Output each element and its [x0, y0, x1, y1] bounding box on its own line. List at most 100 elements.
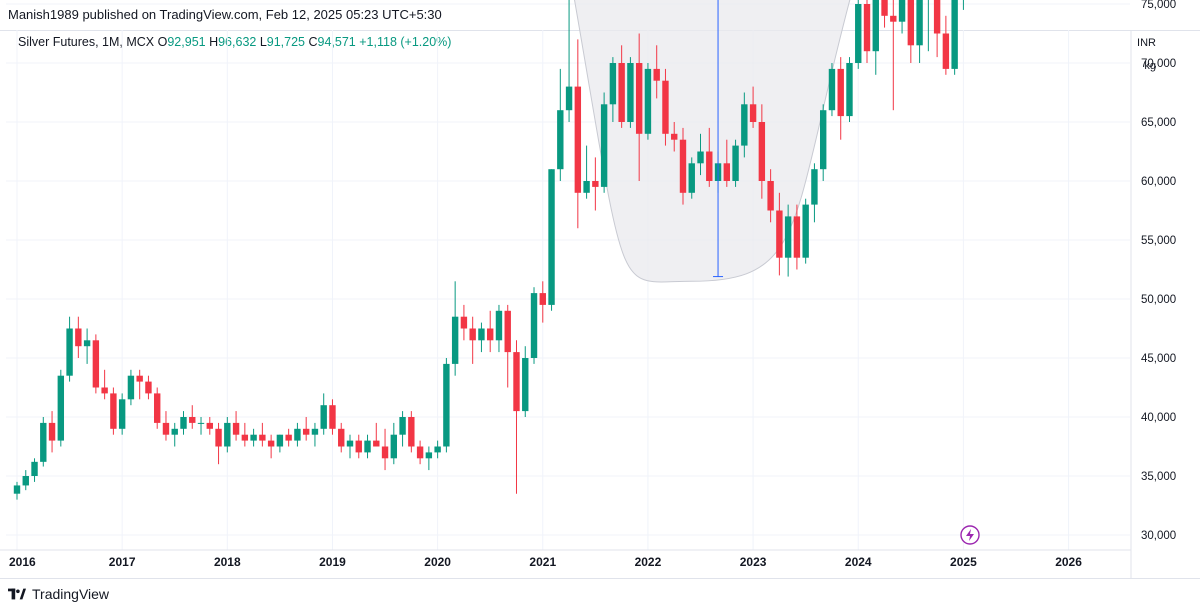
candle[interactable]: [145, 375, 152, 400]
candle[interactable]: [793, 204, 801, 270]
candle[interactable]: [933, 0, 941, 58]
candle[interactable]: [837, 57, 844, 140]
candle[interactable]: [180, 411, 187, 435]
candle[interactable]: [855, 0, 862, 69]
lightning-icon[interactable]: [960, 525, 980, 545]
candle[interactable]: [31, 458, 38, 482]
candle[interactable]: [478, 322, 485, 353]
candle[interactable]: [522, 346, 529, 417]
candle[interactable]: [530, 287, 538, 364]
candle[interactable]: [706, 127, 713, 187]
candle[interactable]: [609, 57, 617, 122]
candle[interactable]: [162, 411, 170, 441]
candle[interactable]: [898, 0, 906, 34]
candle[interactable]: [548, 169, 555, 311]
candle[interactable]: [197, 417, 205, 435]
candle[interactable]: [618, 45, 625, 128]
candle[interactable]: [557, 68, 564, 181]
candle[interactable]: [732, 139, 739, 187]
candle[interactable]: [399, 411, 406, 447]
candle[interactable]: [495, 304, 503, 353]
candle[interactable]: [574, 39, 582, 229]
candlestick-chart[interactable]: 26,234 (50.59%) 26,23426,234 (33.65%) 26…: [0, 0, 1200, 578]
candle[interactable]: [285, 428, 292, 447]
candle[interactable]: [583, 145, 590, 199]
candle[interactable]: [364, 434, 371, 459]
candle[interactable]: [802, 198, 809, 264]
candle[interactable]: [653, 45, 660, 99]
candle[interactable]: [942, 15, 950, 75]
candle[interactable]: [75, 316, 82, 358]
candle[interactable]: [224, 417, 231, 453]
candle[interactable]: [907, 0, 915, 63]
candle[interactable]: [136, 369, 143, 400]
candle[interactable]: [390, 422, 398, 465]
candle[interactable]: [267, 434, 275, 459]
candle[interactable]: [92, 334, 100, 394]
candle[interactable]: [916, 0, 923, 63]
candle[interactable]: [539, 281, 546, 323]
candle[interactable]: [749, 86, 757, 128]
candle[interactable]: [294, 422, 301, 447]
candle[interactable]: [469, 316, 476, 364]
candle[interactable]: [48, 411, 56, 453]
candle[interactable]: [513, 340, 520, 494]
candle[interactable]: [784, 204, 792, 277]
candle[interactable]: [960, 0, 966, 10]
candle[interactable]: [697, 133, 704, 176]
candle[interactable]: [776, 192, 783, 276]
candle[interactable]: [189, 405, 196, 429]
candle[interactable]: [232, 411, 240, 441]
candle[interactable]: [679, 127, 687, 205]
candle[interactable]: [671, 122, 678, 152]
tradingview-logo[interactable]: TradingView: [8, 586, 109, 602]
candle[interactable]: [811, 163, 818, 223]
candle[interactable]: [416, 440, 424, 465]
candle[interactable]: [688, 157, 695, 199]
candle[interactable]: [951, 0, 958, 75]
candle[interactable]: [302, 417, 310, 441]
candle[interactable]: [127, 369, 135, 406]
candle[interactable]: [154, 387, 161, 429]
candle[interactable]: [381, 428, 389, 471]
candle[interactable]: [13, 481, 21, 500]
candle[interactable]: [846, 57, 853, 122]
price-axis[interactable]: 30,000 35,000 40,000 45,000 50,000 55,000 60,0…: [1130, 0, 1185, 578]
candle[interactable]: [57, 369, 65, 447]
candle[interactable]: [504, 304, 511, 388]
candle[interactable]: [206, 417, 213, 435]
candle[interactable]: [22, 470, 29, 491]
candle[interactable]: [758, 104, 766, 199]
candle[interactable]: [662, 68, 669, 146]
candle[interactable]: [872, 0, 879, 75]
candle[interactable]: [171, 422, 178, 447]
candle[interactable]: [819, 104, 827, 181]
candle[interactable]: [487, 310, 494, 353]
candle[interactable]: [346, 434, 354, 459]
candle[interactable]: [925, 0, 931, 52]
candle[interactable]: [276, 434, 284, 453]
candle[interactable]: [890, 0, 897, 111]
candle[interactable]: [241, 422, 249, 447]
candle[interactable]: [110, 387, 117, 435]
candle[interactable]: [425, 446, 433, 471]
candle[interactable]: [741, 92, 748, 158]
candle[interactable]: [259, 422, 266, 447]
candle[interactable]: [250, 428, 257, 447]
candle[interactable]: [723, 139, 731, 187]
candle[interactable]: [565, 0, 573, 122]
candle[interactable]: [83, 328, 91, 364]
candle[interactable]: [460, 304, 468, 341]
time-axis[interactable]: 2016 2017 2018 2019 2020 2021 2022 2023 2024 2025…: [0, 549, 1131, 569]
candle[interactable]: [373, 422, 380, 447]
candle[interactable]: [443, 358, 450, 453]
candle[interactable]: [215, 422, 222, 465]
candle[interactable]: [828, 63, 836, 117]
candle[interactable]: [600, 92, 608, 193]
candle[interactable]: [592, 157, 599, 211]
candle[interactable]: [627, 57, 634, 128]
candle[interactable]: [118, 393, 126, 435]
candle[interactable]: [863, 0, 871, 63]
candle[interactable]: [338, 422, 345, 453]
candle[interactable]: [101, 369, 108, 400]
